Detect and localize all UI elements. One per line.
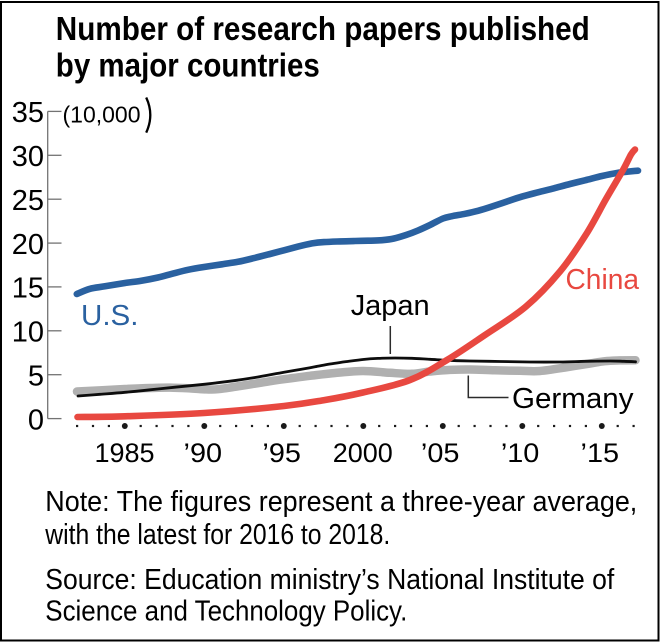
svg-text:0: 0 [28,404,44,436]
svg-text:’05: ’05 [421,438,460,468]
svg-text:’90: ’90 [184,438,223,468]
svg-text:1985: 1985 [94,438,154,468]
svg-text:2000: 2000 [333,438,393,468]
svg-text:15: 15 [12,273,44,305]
svg-text:U.S.: U.S. [81,300,139,332]
svg-text:35: 35 [12,97,44,129]
svg-text:Note: The figures represent a: Note: The figures represent a three-year… [45,486,637,518]
svg-text:Japan: Japan [351,290,430,322]
svg-text:’10: ’10 [501,438,540,468]
svg-text:5: 5 [28,361,44,393]
svg-text:Source: Education ministry’s N: Source: Education ministry’s National In… [45,564,615,596]
svg-text:Science and Technology Policy.: Science and Technology Policy. [45,596,407,628]
svg-text:by major countries: by major countries [56,46,320,83]
svg-text:(10,000: (10,000 [63,102,141,128]
svg-text:’15: ’15 [581,438,620,468]
svg-text:Number of research papers publ: Number of research papers published [56,10,590,47]
svg-text:Germany: Germany [512,383,634,415]
svg-text:China: China [566,264,640,296]
svg-text:’95: ’95 [262,438,301,468]
svg-text:10: 10 [12,317,44,349]
svg-text:25: 25 [12,185,44,217]
svg-text:20: 20 [12,229,44,261]
svg-text:with the latest for 2016 to 20: with the latest for 2016 to 2018. [44,519,390,551]
svg-text:30: 30 [12,141,44,173]
